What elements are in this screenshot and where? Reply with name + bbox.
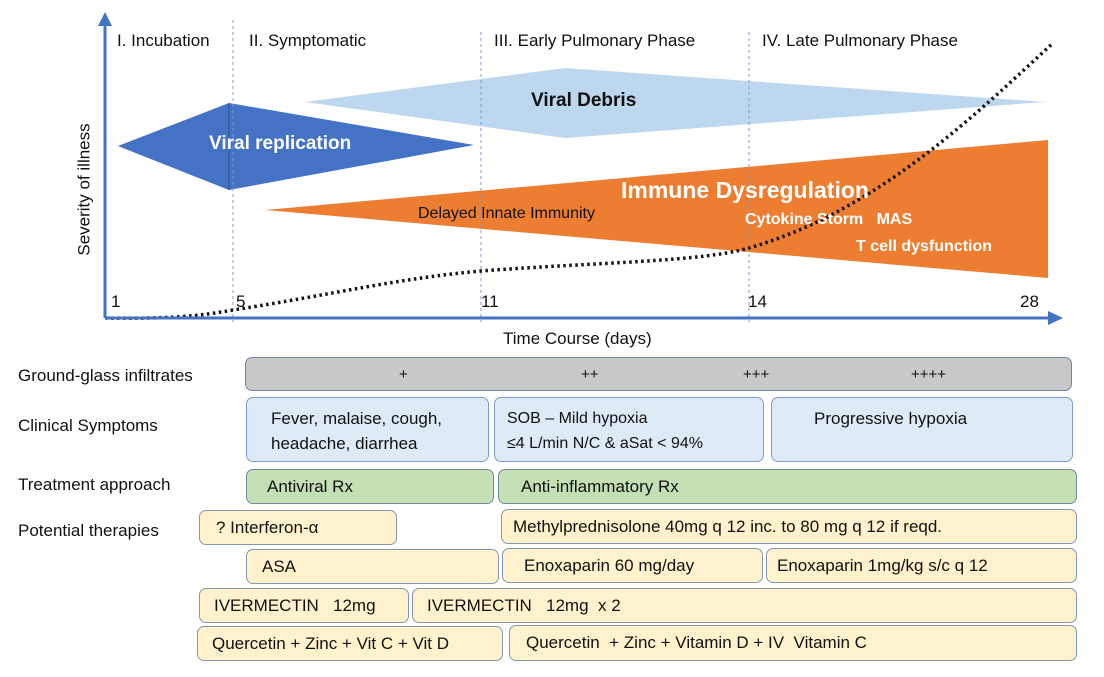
therapy-box: Enoxaparin 1mg/kg s/c q 12 xyxy=(766,548,1077,583)
y-axis-label: Severity of illness xyxy=(74,123,94,256)
t-cell-label: T cell dysfunction xyxy=(856,238,993,255)
symptom-box: SOB – Mild hypoxia ≤4 L/min N/C & aSat <… xyxy=(494,397,764,462)
tick-label: 11 xyxy=(481,292,499,311)
viral-replication-shape xyxy=(118,103,474,190)
infiltrate-level: ++++ xyxy=(911,366,947,383)
symptom-box: Fever, malaise, cough, headache, diarrhe… xyxy=(246,397,489,462)
tick-label: 14 xyxy=(748,292,767,311)
row-label-therapies: Potential therapies xyxy=(18,521,159,540)
treatment-box: Antiviral Rx xyxy=(246,469,494,504)
phase-label: IV. Late Pulmonary Phase xyxy=(762,31,958,50)
symptom-box: Progressive hypoxia xyxy=(771,397,1073,462)
therapy-box: Enoxaparin 60 mg/day xyxy=(502,548,763,583)
tick-label: 28 xyxy=(1020,292,1039,311)
delayed-innate-label: Delayed Innate Immunity xyxy=(418,205,595,222)
y-axis-arrow-icon xyxy=(98,12,112,26)
ground-glass-bar: + ++ +++ ++++ xyxy=(245,357,1072,391)
phase-label: I. Incubation xyxy=(117,31,210,50)
phase-chart xyxy=(98,12,1063,325)
viral-debris-shape xyxy=(305,68,1045,138)
therapy-box: Quercetin + Zinc + Vit C + Vit D xyxy=(197,626,503,661)
x-axis-arrow-icon xyxy=(1048,311,1063,325)
phase-label: III. Early Pulmonary Phase xyxy=(494,31,696,50)
treatment-box: Anti-inflammatory Rx xyxy=(498,469,1077,504)
tick-label: 5 xyxy=(236,292,246,311)
tick-label: 1 xyxy=(111,292,121,311)
severity-curve xyxy=(104,42,1054,320)
therapy-box: Quercetin + Zinc + Vitamin D + IV Vitami… xyxy=(509,625,1077,661)
viral-replication-label: Viral replication xyxy=(209,133,352,154)
immune-dysregulation-label: Immune Dysregulation xyxy=(621,177,869,203)
therapy-box: IVERMECTIN 12mg xyxy=(199,588,409,623)
row-label-ground-glass: Ground-glass infiltrates xyxy=(18,366,193,385)
cytokine-storm-label: Cytokine Storm MAS xyxy=(745,211,913,228)
therapy-box: IVERMECTIN 12mg x 2 xyxy=(412,588,1077,623)
therapy-box: ? Interferon-α xyxy=(199,510,397,545)
infiltrate-level: + xyxy=(399,366,408,383)
immune-dysregulation-shape xyxy=(265,140,1048,278)
viral-debris-label: Viral Debris xyxy=(531,90,637,111)
therapy-box: ASA xyxy=(246,549,499,584)
infiltrate-level: +++ xyxy=(743,366,770,383)
x-axis-label: Time Course (days) xyxy=(503,329,652,348)
row-label-clinical: Clinical Symptoms xyxy=(18,416,158,435)
therapy-box: Methylprednisolone 40mg q 12 inc. to 80 … xyxy=(501,509,1077,544)
phase-label: II. Symptomatic xyxy=(249,31,367,50)
infiltrate-level: ++ xyxy=(581,366,599,383)
row-label-treatment: Treatment approach xyxy=(18,475,171,494)
